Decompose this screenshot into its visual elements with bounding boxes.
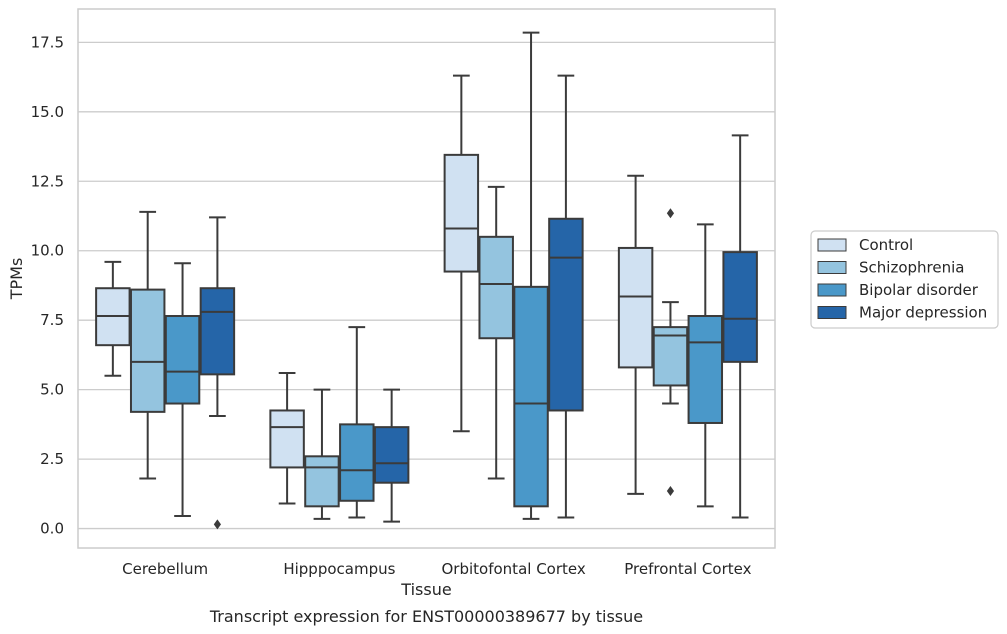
- box-body: [478, 235, 514, 340]
- box-bipolar-disorder: [513, 31, 549, 520]
- box-schizophrenia: [652, 208, 689, 497]
- box-body: [164, 315, 201, 405]
- box-control: [443, 74, 480, 433]
- box-body: [617, 246, 654, 369]
- box-body: [443, 153, 480, 273]
- box-major-depression: [548, 74, 584, 519]
- box-schizophrenia: [478, 185, 514, 480]
- y-tick-label: 10.0: [31, 242, 64, 260]
- plot-boxes: [95, 31, 758, 530]
- box-control: [269, 371, 305, 505]
- y-tick-label: 2.5: [40, 450, 64, 468]
- outlier-point: [213, 519, 221, 530]
- box-body: [269, 409, 305, 469]
- box-body: [548, 217, 584, 412]
- box-control: [95, 260, 131, 377]
- box-body: [339, 423, 375, 502]
- y-tick-label: 7.5: [40, 311, 64, 329]
- box-body: [652, 326, 689, 387]
- x-tick-label: Hipppocampus: [283, 560, 395, 578]
- box-bipolar-disorder: [164, 262, 201, 518]
- legend-label: Major depression: [859, 304, 987, 322]
- x-tick-labels: Cerebellum Hipppocampus Orbitofontal Corte…: [122, 560, 751, 578]
- box-bipolar-disorder: [339, 326, 375, 519]
- box-major-depression: [373, 388, 410, 523]
- legend-label: Control: [859, 236, 913, 254]
- legend-item: Major depression: [817, 304, 987, 322]
- legend-item: Schizophrenia: [817, 259, 964, 277]
- x-tick-label: Prefrontal Cortex: [624, 560, 751, 578]
- y-tick-label: 15.0: [31, 103, 64, 121]
- x-tick-label: Orbitofontal Cortex: [442, 560, 586, 578]
- y-tick-label: 12.5: [31, 172, 64, 190]
- box-bipolar-disorder: [687, 223, 724, 508]
- box-body: [687, 315, 724, 424]
- x-axis-label: Tissue: [400, 580, 451, 599]
- y-axis-label: TPMs: [7, 258, 26, 301]
- outlier-point: [666, 486, 675, 497]
- legend-swatch: [817, 238, 847, 252]
- box-body: [199, 287, 236, 376]
- legend-frame: [810, 230, 999, 329]
- legend-label: Schizophrenia: [859, 259, 964, 277]
- plot-frame: [77, 8, 776, 549]
- legend-swatch: [817, 283, 847, 297]
- legend-swatch: [817, 261, 847, 274]
- box-control: [617, 174, 654, 495]
- x-tick-label: Cerebellum: [122, 560, 208, 578]
- legend-label: Bipolar disorder: [859, 281, 979, 299]
- legend-item: Bipolar disorder: [817, 281, 979, 299]
- box-body: [722, 251, 758, 363]
- y-tick-labels: 0.0 2.5 5.0 7.5 10.0 12.5 15.0 17.5: [31, 33, 64, 537]
- legend-swatch: [817, 306, 847, 319]
- legend: Control Schizophrenia Bipolar disorder Majo…: [810, 230, 999, 329]
- y-tick-label: 17.5: [31, 33, 64, 51]
- y-tick-label: 5.0: [40, 381, 64, 399]
- chart-caption: Transcript expression for ENST0000038967…: [209, 607, 643, 626]
- legend-item: Control: [817, 236, 913, 254]
- box-body: [373, 426, 410, 484]
- box-major-depression: [199, 216, 236, 530]
- y-tick-label: 0.0: [40, 520, 64, 538]
- outlier-point: [666, 208, 675, 219]
- box-body: [304, 455, 340, 508]
- box-body: [129, 288, 166, 413]
- box-schizophrenia: [304, 388, 340, 520]
- box-schizophrenia: [129, 210, 166, 480]
- box-body: [513, 285, 549, 508]
- box-major-depression: [722, 134, 758, 519]
